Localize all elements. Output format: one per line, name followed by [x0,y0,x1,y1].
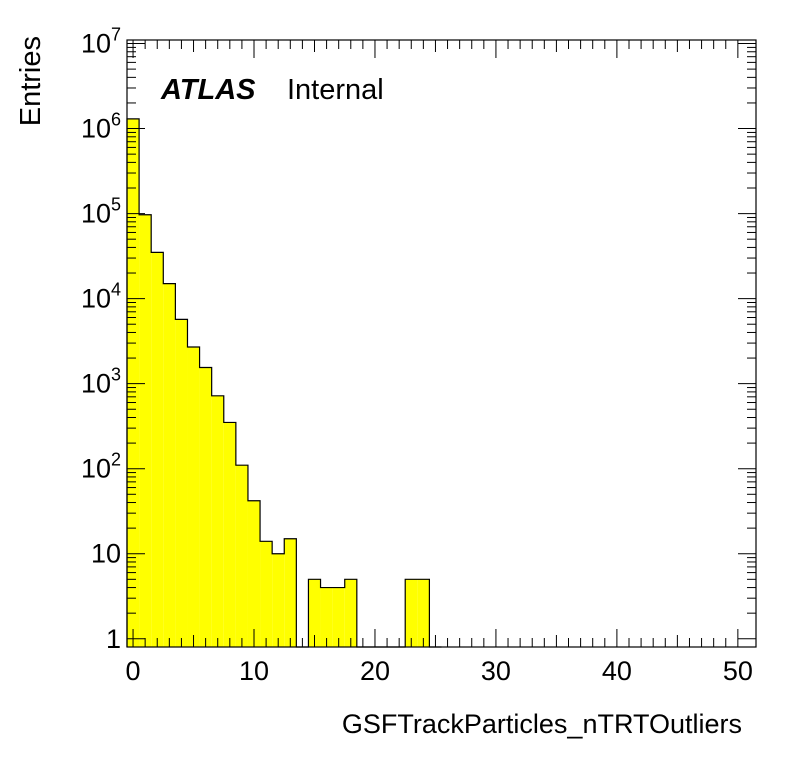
x-axis-tick-labels: 0 10 20 30 40 50 [126,656,753,686]
histogram-bar [223,422,236,647]
y-tick-label: 103 [81,365,121,399]
y-tick-label: 104 [81,280,121,314]
histogram-bar [235,465,248,647]
y-tick-label: 106 [81,110,121,144]
histogram-bar [308,579,321,647]
histogram-bar [332,587,345,647]
y-tick-label: 105 [81,195,121,229]
atlas-label: ATLAS [160,74,256,106]
histogram-bar [163,283,176,647]
y-tick-label: 10 [91,539,121,569]
y-tick-label: 102 [81,450,121,484]
y-tick-label: 107 [81,25,121,59]
x-axis-ticks [132,40,739,647]
histogram-bar [247,500,261,647]
histogram-bar [139,214,152,648]
x-tick-label: 10 [239,656,269,686]
histogram-bar [344,579,357,647]
histogram-bar [175,319,188,647]
y-tick-label: 1 [106,624,121,654]
histogram-bar [417,579,430,647]
histogram-bar [211,395,224,647]
internal-label: Internal [287,74,384,106]
x-tick-label: 40 [602,656,632,686]
histogram-bar [127,118,140,647]
histogram-bar [260,541,273,647]
histogram-bar [151,252,164,648]
histogram-bar [199,367,212,647]
x-tick-label: 50 [723,656,753,686]
histogram-bars [127,118,430,648]
x-tick-label: 20 [360,656,390,686]
histogram-bar [272,553,285,647]
x-tick-label: 30 [481,656,511,686]
x-axis-title: GSFTrackParticles_nTRTOutliers [342,709,742,739]
y-axis-tick-labels: 1 10 102 103 104 105 106 107 [81,25,121,654]
y-axis-title: Entries [15,36,47,126]
histogram-bar [284,538,297,647]
y-axis-ticks [127,43,756,640]
x-tick-label: 0 [126,656,141,686]
histogram-bar [405,579,418,647]
histogram-bar [320,587,333,647]
histogram-bar [187,346,200,647]
